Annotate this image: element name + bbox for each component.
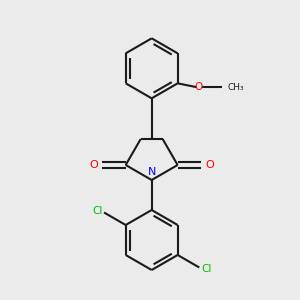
Text: O: O — [195, 82, 203, 92]
Text: Cl: Cl — [201, 264, 211, 274]
Text: Cl: Cl — [92, 206, 102, 216]
Text: N: N — [148, 167, 156, 177]
Text: O: O — [90, 160, 98, 170]
Text: CH₃: CH₃ — [227, 82, 244, 91]
Text: O: O — [205, 160, 214, 170]
